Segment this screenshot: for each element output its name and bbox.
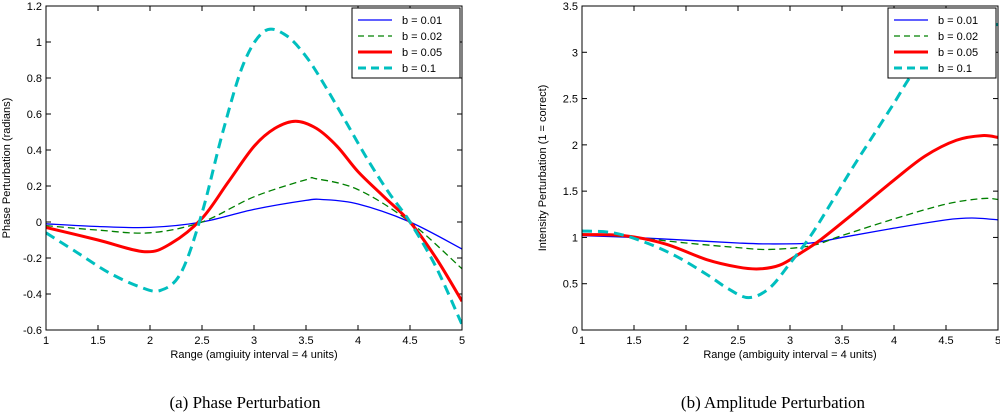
x-tick-label: 2 [147,335,153,347]
y-tick-label: 3.5 [563,1,578,13]
phase-chart: 1 1.5 2 2.5 3 3.5 4 4.5 5 -0.6 -0.4 -0.2 0 0.2 0.4 0.6 0… [1,1,465,361]
y-tick-label: 1.2 [27,1,42,13]
legend-label: b = 0.1 [938,63,972,75]
y-tick-label: 0.8 [27,73,42,85]
x-tick-label: 2.5 [194,335,209,347]
y-tick-label: 0.6 [27,109,42,121]
y-tick-label: -0.6 [23,325,42,337]
y-tick-label: 0.4 [27,145,42,157]
legend-label: b = 0.1 [402,63,436,75]
legend-label: b = 0.02 [938,31,978,43]
y-tick-label: 0.5 [563,279,578,291]
y-tick-label: -0.2 [23,253,42,265]
x-tick-label: 3.5 [298,335,313,347]
x-tick-label: 2 [683,335,689,347]
y-axis-label: Intensity Perturbation (1 = correct) [537,85,549,252]
legend-label: b = 0.05 [938,47,978,59]
x-tick-label: 2.5 [730,335,745,347]
y-tick-label: 0 [36,217,42,229]
series-line-005 [582,134,998,271]
x-tick-label: 3 [251,335,257,347]
axes-frame [581,5,999,331]
series-line-002 [582,197,998,251]
y-axis-label: Phase Perturbation (radians) [1,98,13,239]
y-tick-label: 2.5 [563,94,578,106]
legend: b = 0.01 b = 0.02 b = 0.05 b = 0.1 [887,7,997,79]
x-tick-label: 4 [355,335,361,347]
legend: b = 0.01 b = 0.02 b = 0.05 b = 0.1 [351,7,461,79]
legend-label: b = 0.02 [402,31,442,43]
x-tick-label: 1 [579,335,585,347]
plot-area [46,27,462,326]
series-line-01 [46,27,462,326]
y-tick-label: 1 [36,37,42,49]
y-tick-label: 1.5 [563,186,578,198]
x-tick-label: 5 [459,335,465,347]
x-tick-label: 1.5 [90,335,105,347]
amplitude-chart: 1 1.5 2 2.5 3 3.5 4 4.5 5 0 0.5 1 1.5 2 2.5 3 3.5 Range (… [537,1,1000,361]
x-tick-label: 5 [995,335,1000,347]
y-tick-label: 1 [572,232,578,244]
y-tick-label: 2 [572,140,578,152]
legend-label: b = 0.01 [402,15,442,27]
axes-frame [45,5,463,331]
y-tick-label: 0 [572,325,578,337]
series-line-005 [46,119,462,302]
x-tick-label: 3 [787,335,793,347]
x-axis-label: Range (ambiguity interval = 4 units) [703,349,876,361]
x-tick-label: 1 [43,335,49,347]
series-line-002 [46,176,462,270]
caption-amplitude: (b) Amplitude Perturbation [681,393,866,412]
caption-phase: (a) Phase Perturbation [169,393,321,412]
x-tick-label: 1.5 [626,335,641,347]
x-tick-label: 4.5 [402,335,417,347]
x-tick-label: 3.5 [834,335,849,347]
y-tick-label: 0.2 [27,181,42,193]
y-tick-label: 3 [572,47,578,59]
x-tick-label: 4.5 [938,335,953,347]
x-axis-label: Range (amgiuity interval = 4 units) [170,349,337,361]
y-tick-label: -0.4 [23,289,42,301]
legend-label: b = 0.01 [938,15,978,27]
legend-label: b = 0.05 [402,47,442,59]
series-line-001 [46,198,462,250]
x-tick-label: 4 [891,335,897,347]
series-line-001 [582,217,998,245]
